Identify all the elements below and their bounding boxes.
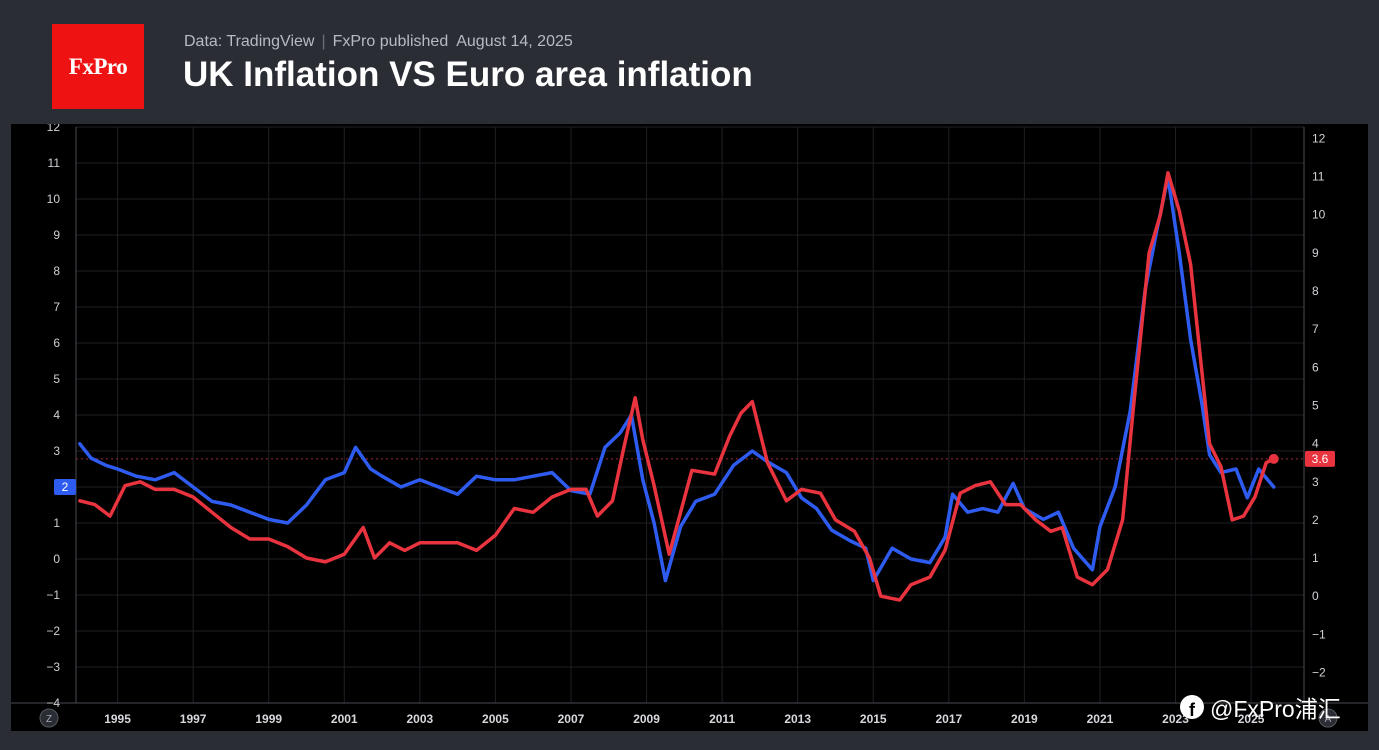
right-tick-label: 4 — [1312, 437, 1319, 451]
left-tick-label: 11 — [48, 156, 61, 170]
x-tick-label: 2007 — [558, 712, 585, 726]
left-tick-label: 1 — [53, 516, 60, 530]
left-value-badge — [54, 479, 76, 495]
left-tick-label: 12 — [47, 124, 61, 134]
x-tick-label: 2025 — [1238, 712, 1265, 726]
facebook-icon: f — [1180, 695, 1204, 719]
x-tick-label: 2011 — [709, 712, 735, 726]
scale-a-label: A — [1325, 714, 1332, 725]
right-tick-label: 0 — [1312, 589, 1319, 603]
x-tick-label: 2023 — [1162, 712, 1189, 726]
axis-labels: 1211109876543210−1−2−3−41211109876543210… — [46, 124, 1335, 726]
uk-last-dot — [1268, 453, 1279, 464]
chart-title: UK Inflation VS Euro area inflation — [183, 55, 753, 94]
watermark-text: @FxPro浦汇 — [1210, 696, 1341, 722]
right-tick-label: 1 — [1312, 551, 1319, 565]
watermark: f @FxPro浦汇 — [1180, 690, 1341, 724]
x-tick-label: 2019 — [1011, 712, 1038, 726]
right-value-badge — [1305, 450, 1335, 467]
left-tick-label: 8 — [53, 264, 60, 278]
left-tick-label: −2 — [46, 624, 60, 638]
right-tick-label: 12 — [1312, 131, 1326, 145]
x-tick-label: 2013 — [784, 712, 811, 726]
scale-z-button — [39, 708, 59, 728]
left-tick-label: 9 — [53, 228, 60, 242]
plot-area — [76, 171, 1304, 602]
left-tick-label: 10 — [47, 192, 61, 206]
publisher: FxPro published — [332, 33, 449, 50]
x-tick-label: 2003 — [406, 712, 433, 726]
x-tick-label: 2009 — [633, 712, 660, 726]
x-tick-label: 1997 — [180, 712, 207, 726]
left-tick-label: 7 — [53, 300, 60, 314]
right-tick-label: 5 — [1312, 398, 1319, 412]
left-tick-label: −4 — [46, 696, 60, 710]
left-tick-label: −3 — [46, 660, 60, 674]
chart-background — [11, 124, 1368, 731]
right-tick-label: 6 — [1312, 360, 1319, 374]
left-tick-label: −1 — [46, 588, 60, 602]
x-tick-label: 2021 — [1087, 712, 1114, 726]
data-source: Data: TradingView — [184, 33, 315, 50]
scale-z-label: Z — [46, 714, 52, 725]
right-tick-label: 10 — [1312, 208, 1326, 222]
chart-header: FxPro Data: TradingView | FxPro published A… — [0, 0, 1379, 124]
chart-meta: Data: TradingView | FxPro published August … — [184, 33, 573, 51]
left-value-badge-text: 2 — [62, 480, 69, 494]
left-tick-label: 0 — [53, 552, 60, 566]
chart-canvas: ZA 1211109876543210−1−2−3−41211109876543… — [11, 124, 1368, 731]
left-tick-label: 3 — [53, 444, 60, 458]
left-tick-label: 6 — [53, 336, 60, 350]
right-value-badge-text: 3.6 — [1312, 452, 1329, 466]
right-tick-label: 3 — [1312, 475, 1319, 489]
right-tick-label: 11 — [1312, 170, 1325, 184]
uk-inflation-line — [78, 171, 1276, 602]
left-tick-label: 4 — [53, 408, 60, 422]
meta-divider: | — [321, 33, 326, 50]
publish-date: August 14, 2025 — [456, 33, 573, 50]
right-tick-label: 7 — [1312, 322, 1319, 336]
right-tick-label: 8 — [1312, 284, 1319, 298]
x-tick-label: 2015 — [860, 712, 887, 726]
euro-area-line — [78, 175, 1276, 583]
x-tick-label: 1995 — [104, 712, 131, 726]
right-tick-label: 2 — [1312, 513, 1319, 527]
right-tick-label: −1 — [1312, 627, 1326, 641]
x-tick-label: 1999 — [255, 712, 282, 726]
scale-a-button — [1318, 708, 1338, 728]
right-tick-label: −2 — [1312, 665, 1326, 679]
fxpro-logo: FxPro — [52, 24, 144, 109]
right-tick-label: 9 — [1312, 246, 1319, 260]
x-tick-label: 2017 — [935, 712, 962, 726]
left-tick-label: 5 — [53, 372, 60, 386]
x-tick-label: 2005 — [482, 712, 509, 726]
x-tick-label: 2001 — [331, 712, 358, 726]
